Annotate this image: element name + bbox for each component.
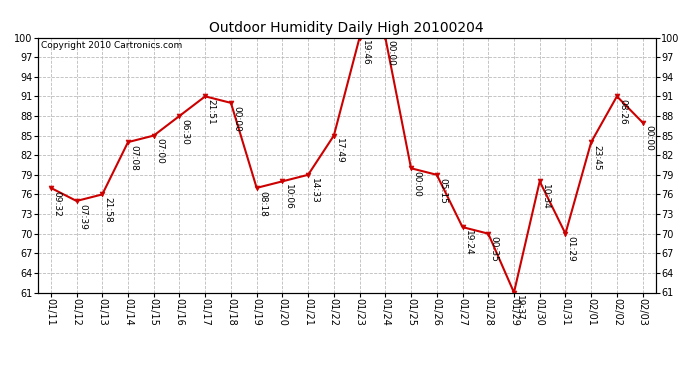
Text: 08:26: 08:26 — [618, 99, 627, 125]
Text: 07:39: 07:39 — [78, 204, 87, 230]
Text: 00:00: 00:00 — [413, 171, 422, 197]
Text: 19:46: 19:46 — [361, 40, 370, 66]
Text: 00:00: 00:00 — [233, 106, 241, 132]
Text: 14:33: 14:33 — [310, 178, 319, 203]
Text: 00:00: 00:00 — [644, 125, 653, 151]
Text: 21:51: 21:51 — [206, 99, 215, 125]
Text: 10:06: 10:06 — [284, 184, 293, 210]
Text: 23:45: 23:45 — [593, 145, 602, 171]
Text: 21:58: 21:58 — [104, 197, 112, 223]
Text: 10:34: 10:34 — [541, 184, 550, 210]
Text: 00:00: 00:00 — [386, 40, 395, 66]
Text: 17:49: 17:49 — [335, 138, 344, 164]
Text: 00:35: 00:35 — [490, 236, 499, 262]
Text: 08:18: 08:18 — [258, 190, 267, 216]
Text: 09:32: 09:32 — [52, 190, 61, 216]
Text: 05:15: 05:15 — [438, 178, 447, 204]
Text: 01:29: 01:29 — [566, 236, 576, 262]
Text: 06:30: 06:30 — [181, 119, 190, 145]
Text: 07:08: 07:08 — [130, 145, 139, 171]
Text: 19:24: 19:24 — [464, 230, 473, 255]
Text: 19:37: 19:37 — [515, 295, 524, 321]
Title: Outdoor Humidity Daily High 20100204: Outdoor Humidity Daily High 20100204 — [209, 21, 484, 35]
Text: 07:00: 07:00 — [155, 138, 164, 164]
Text: Copyright 2010 Cartronics.com: Copyright 2010 Cartronics.com — [41, 41, 182, 50]
